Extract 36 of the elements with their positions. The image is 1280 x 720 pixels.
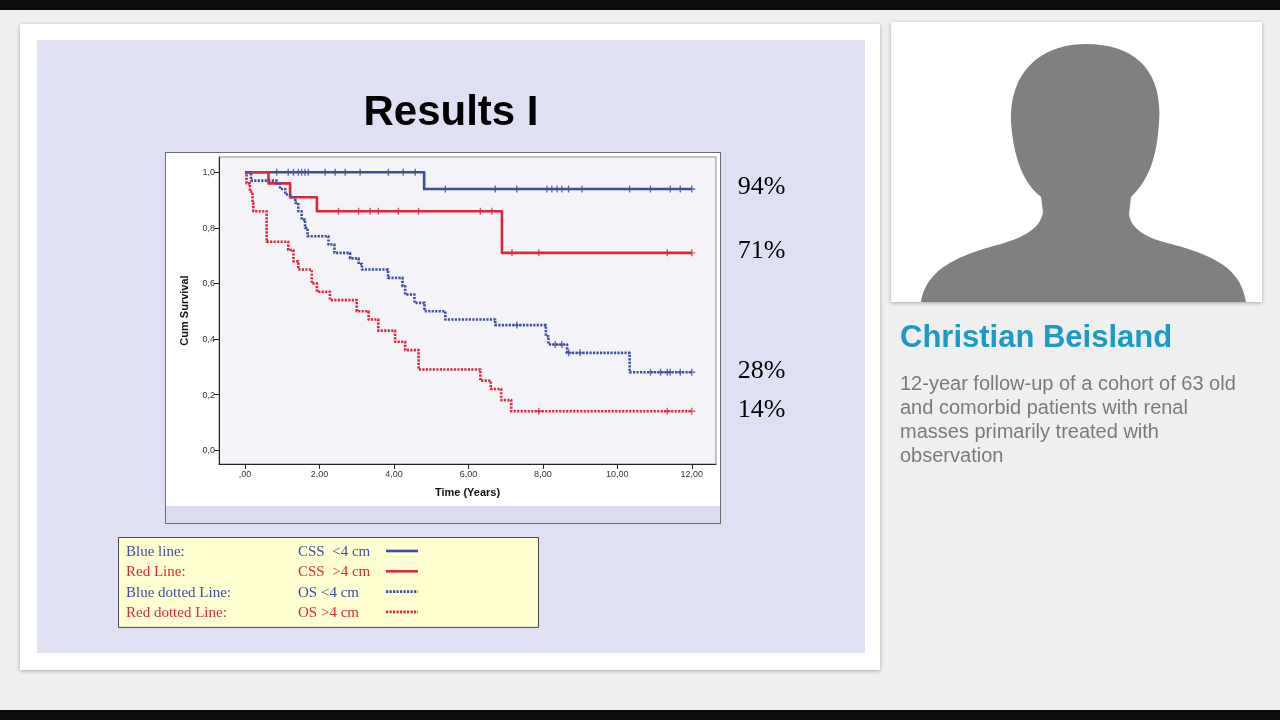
point	[576, 349, 584, 357]
y-tick-label: 0,2	[202, 389, 215, 400]
x-tick-label: ,00	[238, 468, 252, 479]
point	[513, 321, 521, 329]
annotation: 71%	[737, 235, 786, 265]
y-axis-title: Cum Survival	[177, 275, 190, 346]
legend-label: OS <4 cm	[298, 583, 360, 600]
x-tick-label: 8,00	[534, 468, 552, 479]
text: Red Line:	[126, 563, 186, 580]
y-tick-label: 0,0	[202, 445, 215, 456]
annotation: 28%	[737, 354, 786, 384]
x-tick-label: 2,00	[310, 468, 329, 479]
text: Christian Beisland	[900, 319, 1173, 355]
legend-label: OS >4 cm	[298, 603, 360, 620]
x-tick-label: 4,00	[385, 468, 403, 479]
y-tick-label: 0,8	[202, 222, 215, 233]
x-axis-title: Time (Years)	[434, 485, 501, 498]
text: Red dotted Line:	[126, 603, 227, 620]
point	[688, 368, 696, 376]
point	[688, 407, 696, 415]
text: 12-year follow-up of a cohort of 63 old and comorbid patients with renal masses primarily treated with observation	[900, 371, 1237, 467]
text: Blue line:	[126, 543, 185, 559]
chart-title: Results I	[363, 86, 539, 134]
point	[558, 341, 566, 349]
y-tick-label: 0,6	[202, 278, 215, 289]
x-tick-label: 12,00	[680, 468, 704, 479]
x-tick-label: 10,00	[606, 468, 629, 479]
y-tick-label: 0,4	[202, 333, 215, 344]
legend-label: CSS <4 cm	[298, 543, 371, 559]
legend-label: CSS >4 cm	[298, 563, 371, 580]
y-tick-label: 1,0	[202, 167, 215, 178]
text: Blue dotted Line:	[126, 583, 231, 600]
point	[551, 341, 559, 349]
x-tick-label: 6,00	[459, 468, 478, 479]
annotation: 14%	[737, 393, 786, 423]
point	[565, 349, 573, 357]
